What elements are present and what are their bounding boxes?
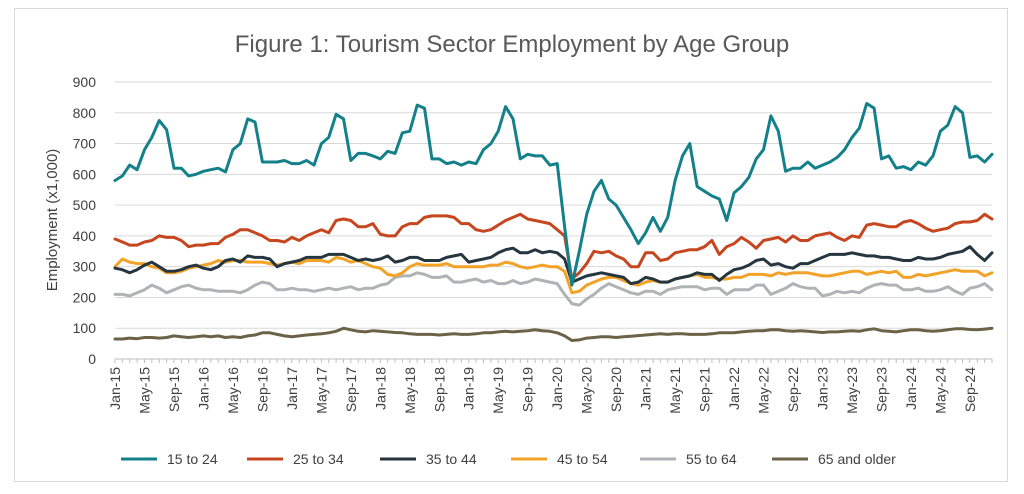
x-tick-label: Sep-20 <box>608 367 624 412</box>
x-tick-label: Sep-16 <box>254 367 270 412</box>
x-tick-label: Sep-19 <box>520 367 536 412</box>
x-tick-label: Jan-15 <box>107 367 123 410</box>
x-tick-label: Jan-23 <box>814 367 830 410</box>
x-tick-label: May-18 <box>402 367 418 414</box>
series-lines <box>113 102 994 342</box>
x-tick-label: Jan-19 <box>461 367 477 410</box>
legend-label: 65 and older <box>818 451 896 467</box>
x-tick-label: Sep-21 <box>697 367 713 412</box>
x-tick-label: Sep-15 <box>166 367 182 412</box>
y-tick-label: 400 <box>73 228 97 244</box>
x-tick-label: Sep-24 <box>962 367 978 412</box>
legend-label: 55 to 64 <box>686 451 737 467</box>
series-line-35-to-44 <box>113 245 994 286</box>
legend-label: 45 to 54 <box>557 451 608 467</box>
y-tick-label: 900 <box>73 74 97 90</box>
x-tick-label: May-21 <box>667 367 683 414</box>
x-tick-label: Jan-18 <box>372 367 388 410</box>
x-tick-label: May-24 <box>932 367 948 414</box>
x-tick-label: May-23 <box>844 367 860 414</box>
legend-label: 25 to 34 <box>293 451 344 467</box>
y-tick-label: 600 <box>73 166 97 182</box>
x-tick-label: May-20 <box>579 367 595 414</box>
x-tick-label: Jan-21 <box>638 367 654 410</box>
x-tick-label: May-15 <box>136 367 152 414</box>
chart-frame <box>14 8 1008 482</box>
x-tick-label: Jan-24 <box>903 367 919 410</box>
y-tick-label: 500 <box>73 197 97 213</box>
x-tick-label: Jan-20 <box>549 367 565 410</box>
x-tick-label: Sep-23 <box>873 367 889 412</box>
series-line-15-to-24 <box>113 102 994 287</box>
x-tick-label: Jan-16 <box>195 367 211 410</box>
x-tick-label: May-16 <box>225 367 241 414</box>
y-tick-label: 700 <box>73 136 97 152</box>
y-tick-label: 0 <box>88 351 96 367</box>
legend-label: 35 to 44 <box>426 451 477 467</box>
legend: 15 to 24 25 to 34 35 to 44 45 to 54 55 to 64… <box>121 451 896 467</box>
x-tick-label: May-22 <box>756 367 772 414</box>
series-line-65-and-older <box>113 326 994 342</box>
x-tick-label: Sep-22 <box>785 367 801 412</box>
y-axis-label: Employment (x1,000) <box>44 149 61 292</box>
x-axis-ticks: Jan-15 May-15 Sep-15 Jan-16 May-16 Sep-16 Jan-… <box>107 367 978 414</box>
y-axis-ticks: 0 100 200 300 400 500 600 700 800 900 <box>73 74 97 367</box>
legend-label: 15 to 24 <box>167 451 218 467</box>
series-line-55-to-64 <box>113 271 994 307</box>
x-tick-label: Sep-17 <box>343 367 359 412</box>
series-line-45-to-54 <box>113 255 994 295</box>
y-tick-label: 800 <box>73 105 97 121</box>
y-tick-label: 300 <box>73 259 97 275</box>
x-tick-label: May-17 <box>313 367 329 414</box>
x-tick-label: Jan-22 <box>726 367 742 410</box>
x-tick-label: Sep-18 <box>431 367 447 412</box>
series-line-25-to-34 <box>113 212 994 281</box>
x-tick-label: Jan-17 <box>284 367 300 410</box>
gridlines <box>115 81 992 329</box>
x-axis <box>114 358 993 363</box>
y-tick-label: 100 <box>73 320 97 336</box>
x-tick-label: May-19 <box>490 367 506 414</box>
y-tick-label: 200 <box>73 289 97 305</box>
chart-title: Figure 1: Tourism Sector Employment by A… <box>235 31 789 58</box>
